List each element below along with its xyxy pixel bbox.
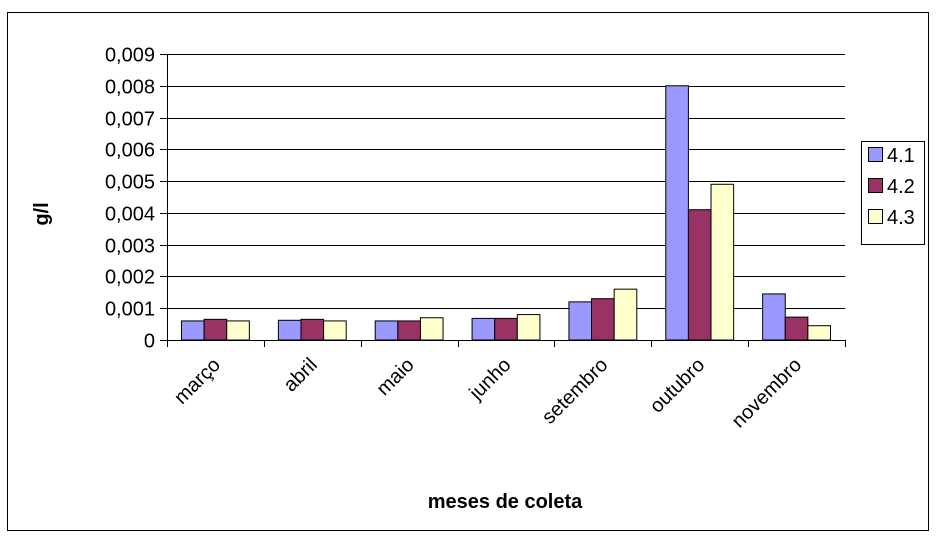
y-tick-label: 0,006 bbox=[105, 140, 155, 162]
bar-4-3 bbox=[710, 183, 735, 341]
bar-4-2 bbox=[300, 318, 325, 341]
bar-4-2 bbox=[784, 316, 809, 341]
legend-swatch bbox=[868, 178, 883, 193]
y-tick-label: 0 bbox=[144, 331, 155, 353]
y-tick-label: 0,001 bbox=[105, 299, 155, 321]
bar-4-3 bbox=[226, 320, 250, 341]
chart-border bbox=[7, 12, 929, 531]
legend-label: 4.1 bbox=[887, 145, 915, 167]
bar-4-1 bbox=[374, 320, 399, 341]
axes bbox=[160, 54, 846, 347]
bar-4-1 bbox=[762, 293, 786, 341]
y-axis-title: g/l bbox=[31, 202, 53, 225]
bar-4-1 bbox=[181, 320, 205, 341]
bar-4-1 bbox=[568, 301, 593, 341]
legend-swatch bbox=[868, 147, 883, 162]
bar-4-2 bbox=[687, 209, 712, 341]
y-tick-label: 0,009 bbox=[105, 45, 155, 67]
y-tick-label: 0,003 bbox=[105, 236, 155, 258]
bar-4-2 bbox=[203, 318, 228, 341]
y-tick-label: 0,005 bbox=[105, 172, 155, 194]
bars bbox=[181, 85, 831, 341]
bar-4-1 bbox=[665, 85, 689, 341]
legend-label: 4.3 bbox=[887, 207, 915, 229]
bar-4-1 bbox=[471, 317, 496, 341]
x-axis-title: meses de coleta bbox=[428, 491, 583, 513]
y-tick-labels: 0 0,001 0,002 0,003 0,004 0,005 0,006 0,007 0,00… bbox=[105, 45, 155, 353]
bar-4-3 bbox=[807, 325, 831, 341]
bar-4-3 bbox=[516, 314, 541, 341]
legend-label: 4.2 bbox=[887, 176, 915, 198]
bar-4-2 bbox=[591, 298, 615, 341]
bar-4-2 bbox=[494, 317, 518, 341]
legend-swatch bbox=[868, 209, 883, 224]
bar-4-3 bbox=[419, 317, 444, 341]
legend: 4.1 4.2 4.3 bbox=[861, 141, 925, 245]
y-tick-label: 0,002 bbox=[105, 267, 155, 289]
bar-4-3 bbox=[613, 288, 638, 341]
y-tick-label: 0,007 bbox=[105, 109, 155, 131]
y-tick-label: 0,004 bbox=[105, 204, 155, 226]
y-tick-label: 0,008 bbox=[105, 77, 155, 99]
bar-4-1 bbox=[277, 319, 302, 341]
bar-4-3 bbox=[323, 320, 347, 341]
bar-4-2 bbox=[397, 320, 421, 341]
